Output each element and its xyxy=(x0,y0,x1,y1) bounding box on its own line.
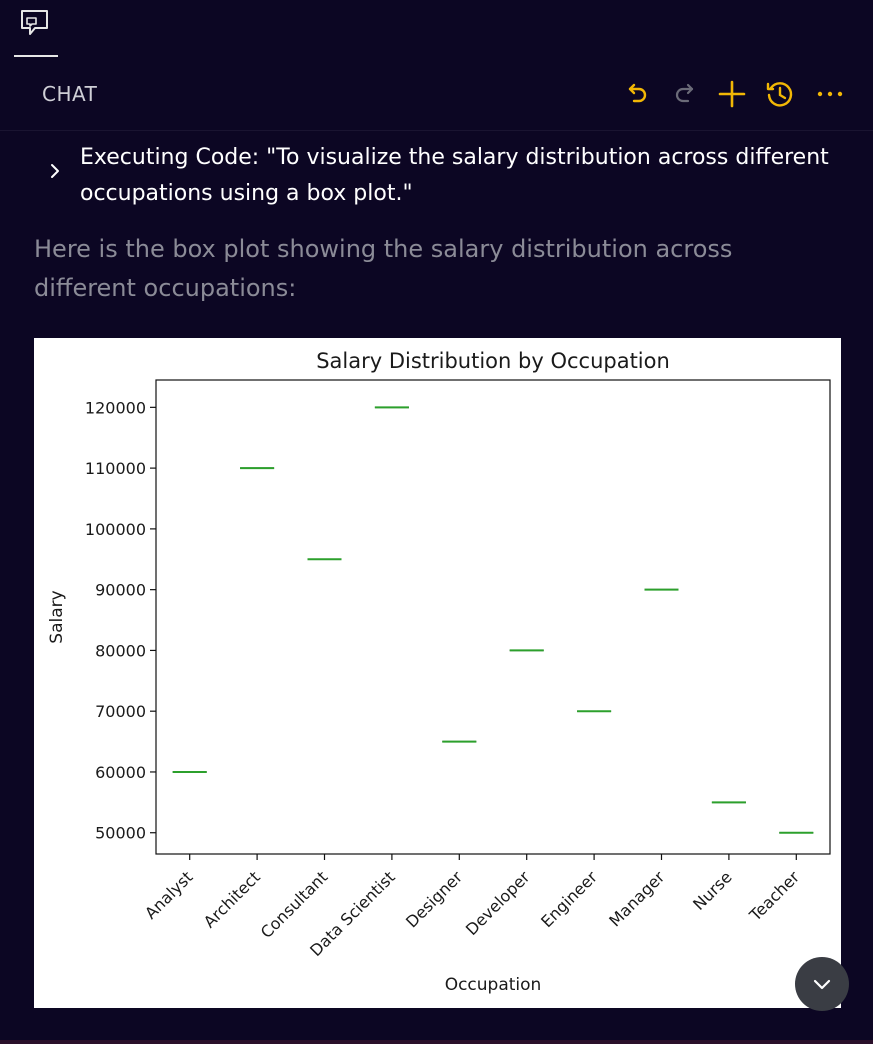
undo-icon[interactable] xyxy=(622,78,654,110)
assistant-message: Here is the box plot showing the salary … xyxy=(34,235,733,302)
x-axis-label: Occupation xyxy=(445,975,542,995)
scroll-down-button[interactable] xyxy=(795,957,849,1011)
execution-label: Executing Code: "To visualize the salary… xyxy=(80,145,829,206)
x-tick-label: Manager xyxy=(605,867,668,930)
y-tick-label: 100000 xyxy=(85,520,146,539)
y-tick-label: 50000 xyxy=(95,824,146,843)
history-icon[interactable] xyxy=(764,78,796,110)
x-tick-label: Nurse xyxy=(689,867,736,914)
x-tick-label: Analyst xyxy=(141,867,196,922)
box-plot: Salary Distribution by Occupation 50000 60… xyxy=(47,349,831,995)
x-tick-label: Designer xyxy=(402,867,466,931)
chart-image: Salary Distribution by Occupation 50000 60… xyxy=(34,338,841,1008)
activity-bar xyxy=(0,0,873,58)
chart-title: Salary Distribution by Occupation xyxy=(316,349,670,373)
chevron-down-icon xyxy=(813,979,831,990)
redo-icon[interactable] xyxy=(668,78,700,110)
plus-icon[interactable] xyxy=(716,78,748,110)
y-tick-label: 120000 xyxy=(85,398,146,417)
y-tick-label: 60000 xyxy=(95,763,146,782)
header-divider xyxy=(0,130,873,131)
y-tick-label: 80000 xyxy=(95,641,146,660)
active-tab-indicator xyxy=(14,55,58,57)
x-tick-label: Developer xyxy=(462,867,534,939)
plot-frame xyxy=(155,379,831,855)
y-tick-label: 70000 xyxy=(95,702,146,721)
x-tick-label: Consultant xyxy=(257,867,332,942)
x-tick-label: Engineer xyxy=(537,867,601,931)
chevron-right-icon[interactable] xyxy=(46,162,64,180)
more-icon[interactable] xyxy=(814,78,846,110)
panel-title: CHAT xyxy=(42,82,98,106)
x-tick-label: Teacher xyxy=(745,867,803,925)
y-tick-label: 110000 xyxy=(85,459,146,478)
bottom-edge xyxy=(0,1040,873,1044)
y-axis-label: Salary xyxy=(47,590,67,643)
chat-icon[interactable] xyxy=(19,8,51,38)
x-tick-label: Architect xyxy=(200,867,264,931)
y-tick-label: 90000 xyxy=(95,581,146,600)
